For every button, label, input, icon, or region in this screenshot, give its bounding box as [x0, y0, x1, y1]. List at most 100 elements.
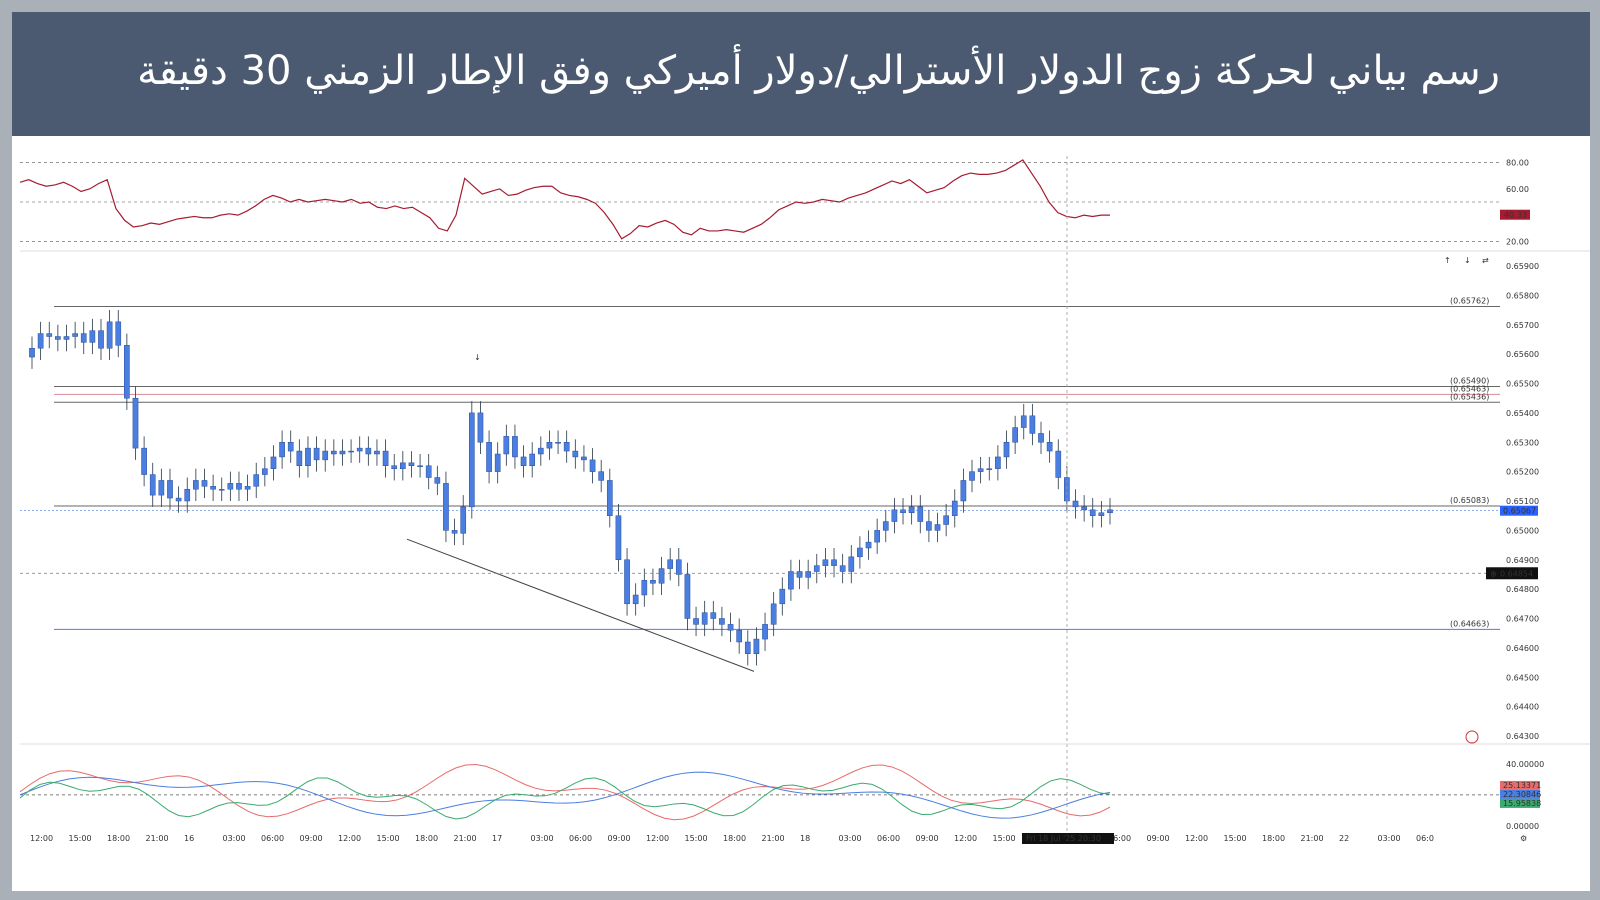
candle-body — [891, 509, 898, 522]
oscillator-tick-label: 0.00000 — [1506, 822, 1539, 831]
price-chart[interactable]: 80.00 60.00 20.00 40.33 ↑ ↓ ⇄ 0.65900 0.65800 0.6… — [12, 136, 1590, 891]
candle-body — [719, 618, 725, 625]
x-tick-label: 06:00 — [1108, 834, 1131, 843]
candle-body — [218, 489, 225, 491]
candle-body — [606, 480, 613, 516]
candle-body — [417, 465, 423, 467]
candle-body — [141, 447, 147, 475]
x-tick-label: 18:00 — [415, 834, 438, 843]
candle-body — [382, 450, 389, 466]
candle-body — [727, 624, 734, 631]
candle-body — [986, 468, 993, 470]
crosshair-price-label: 0.64854 — [1500, 569, 1533, 578]
price-tick-label: 0.65200 — [1506, 468, 1539, 477]
candle-body — [926, 521, 932, 531]
candle-body — [822, 559, 829, 566]
x-tick-label: 15:00 — [993, 834, 1016, 843]
oscillator-value-label: 22.30846 — [1503, 790, 1541, 799]
candle-body — [943, 515, 949, 525]
candle-body — [1089, 509, 1096, 516]
candle-body — [494, 453, 501, 472]
price-tick-label: 0.65600 — [1506, 350, 1539, 359]
candle-body — [813, 565, 820, 572]
candle-body — [563, 442, 570, 452]
candle-body — [149, 474, 156, 496]
x-tick-label: 03:00 — [839, 834, 862, 843]
candle-body — [701, 612, 708, 625]
candle-body — [391, 465, 398, 469]
level-label: (0.65083) — [1450, 496, 1489, 505]
candle-body — [960, 480, 967, 502]
candle-body — [184, 489, 191, 502]
candle-body — [460, 506, 467, 534]
x-tick-label: 12:00 — [646, 834, 669, 843]
candle-body — [572, 450, 579, 458]
x-tick-label: 09:00 — [608, 834, 631, 843]
candle-body — [339, 450, 346, 455]
oscillator-value-badge — [1500, 780, 1540, 790]
oscillator-value-label: 25.13371 — [1503, 781, 1541, 790]
current-price-label: 0.65067 — [1503, 507, 1536, 516]
candle-body — [1098, 512, 1105, 516]
candle-body — [848, 556, 855, 572]
candle-body — [1107, 509, 1113, 513]
level-label: (0.65490) — [1450, 376, 1489, 385]
candle-body — [537, 447, 544, 455]
candle-body — [158, 480, 165, 496]
oscillator-red-line — [19, 764, 1111, 821]
candle-body — [581, 456, 587, 461]
rsi-line — [19, 159, 1110, 240]
price-tick-label: 0.64800 — [1506, 585, 1539, 594]
candle-body — [374, 450, 380, 455]
candle-body — [322, 450, 329, 461]
candle-body — [1020, 415, 1027, 428]
candle-body — [1081, 506, 1087, 511]
candle-body — [675, 559, 682, 575]
candle-body — [753, 638, 760, 654]
x-tick-label: 21:00 — [762, 834, 785, 843]
candle-body — [917, 506, 924, 522]
candle-body — [1072, 500, 1079, 508]
x-tick-label: 09:00 — [300, 834, 323, 843]
candle-body — [270, 456, 277, 469]
candle-body — [555, 442, 561, 444]
price-tick-label: 0.65700 — [1506, 321, 1539, 330]
candle-body — [788, 571, 794, 590]
candle-body — [356, 447, 363, 452]
price-tick-label: 0.64600 — [1506, 644, 1539, 653]
candle-body — [546, 442, 553, 449]
crosshair-icon: ⊕ — [1490, 569, 1497, 578]
candle-body — [796, 571, 803, 578]
candle-body — [331, 450, 337, 455]
candle-body — [451, 530, 458, 534]
candle-body — [124, 345, 130, 399]
x-tick-label: 15:00 — [1224, 834, 1247, 843]
candle-body — [805, 571, 811, 578]
x-tick-label: 15:00 — [69, 834, 92, 843]
x-tick-label: 21:00 — [146, 834, 169, 843]
candle-body — [486, 442, 492, 472]
candle-body — [201, 480, 208, 487]
candle-body — [46, 333, 53, 337]
trend-line — [406, 538, 755, 672]
candle-body — [624, 559, 630, 605]
x-tick-label: 09:00 — [1147, 834, 1170, 843]
x-tick-label: 22 — [1339, 834, 1349, 843]
price-tick-label: 0.65000 — [1506, 526, 1539, 535]
current-price-badge — [1500, 505, 1538, 516]
price-tick-label: 0.65900 — [1506, 262, 1539, 271]
candle-body — [408, 462, 415, 466]
rsi-current-label: 40.33 — [1504, 211, 1527, 220]
candle-body — [632, 594, 639, 605]
level-label: (0.64663) — [1450, 619, 1489, 628]
price-tick-label: 0.64500 — [1506, 673, 1539, 682]
candle-body — [425, 465, 432, 478]
oscillator-value-label: 15.95838 — [1503, 799, 1541, 808]
x-tick-label: 18:00 — [1262, 834, 1285, 843]
candle-body — [262, 468, 268, 475]
candle-body — [115, 321, 122, 346]
crosshair-price-badge — [1486, 567, 1538, 580]
level-label: (0.65463) — [1450, 384, 1489, 393]
candle-body — [615, 515, 622, 560]
candle-body — [900, 509, 906, 513]
